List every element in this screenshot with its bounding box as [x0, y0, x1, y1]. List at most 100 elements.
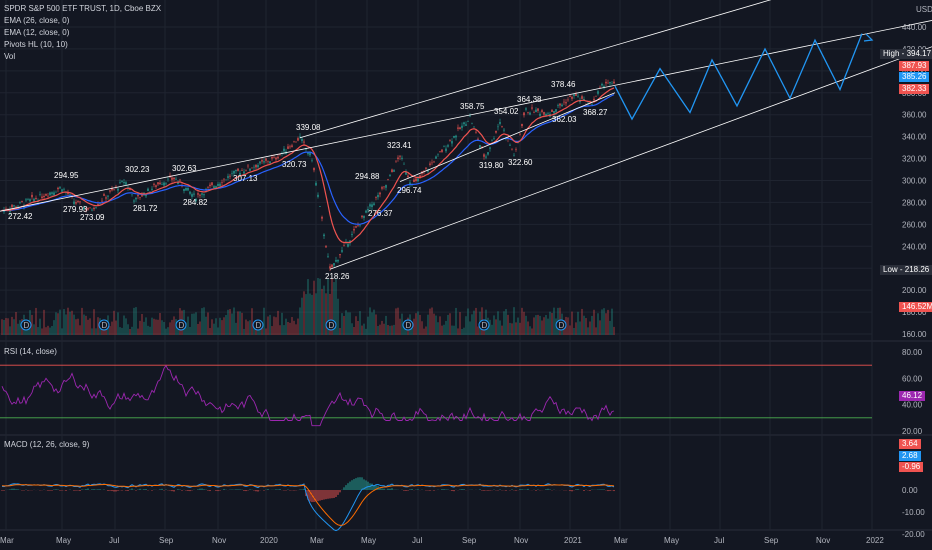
macd-histogram-bar: [275, 489, 277, 490]
volume-bar: [229, 309, 231, 335]
volume-bar: [255, 327, 257, 335]
candle-body: [89, 207, 91, 209]
candle-body: [259, 161, 261, 164]
volume-bar: [423, 328, 425, 335]
volume-bar: [231, 313, 233, 335]
candle-body: [245, 169, 247, 171]
volume-bar: [225, 314, 227, 335]
macd-histogram-bar: [357, 477, 359, 490]
dividend-marker-label: D: [24, 321, 30, 330]
macd-histogram-bar: [9, 489, 11, 490]
candle-body: [237, 168, 239, 171]
macd-histogram-bar: [361, 477, 363, 490]
candle-body: [107, 195, 109, 197]
volume-bar: [341, 313, 343, 335]
dividend-marker-icon: [20, 319, 32, 331]
volume-bar: [91, 328, 93, 335]
volume-bar: [171, 319, 173, 335]
volume-bar: [367, 316, 369, 335]
candle-body: [105, 197, 107, 199]
macd-histogram-bar: [65, 490, 67, 491]
macd-histogram-bar: [583, 490, 585, 491]
volume-bar: [567, 317, 569, 335]
candle-body: [189, 191, 191, 194]
macd-histogram-bar: [407, 490, 409, 491]
rsi-line: [1, 364, 615, 427]
candle-body: [559, 103, 561, 106]
volume-bar: [513, 307, 515, 335]
macd-histogram-bar: [279, 489, 281, 490]
volume-bar: [605, 313, 607, 335]
candle-body: [555, 109, 557, 112]
volume-bar: [361, 325, 363, 335]
candle-body: [451, 141, 453, 144]
macd-histogram-bar: [245, 490, 247, 492]
candle-body: [79, 201, 81, 203]
volume-bar: [71, 310, 73, 335]
volume-bar: [499, 320, 501, 335]
macd-histogram-bar: [97, 489, 99, 490]
macd-histogram-bar: [321, 490, 323, 501]
macd-histogram-bar: [323, 490, 325, 500]
volume-bar: [15, 311, 17, 335]
candle-body: [597, 91, 599, 94]
candle-body: [333, 263, 335, 266]
candle-body: [273, 156, 275, 158]
candle-body: [595, 95, 597, 97]
macd-histogram-bar: [203, 489, 205, 490]
volume-bar: [137, 328, 139, 335]
volume-bar: [401, 313, 403, 335]
candle-body: [477, 138, 479, 140]
macd-histogram-bar: [363, 479, 365, 490]
volume-bar: [289, 322, 291, 335]
volume-bar: [431, 307, 433, 335]
candle-body: [47, 195, 49, 197]
macd-histogram-bar: [329, 490, 331, 499]
volume-bar: [41, 328, 43, 335]
candle-body: [469, 115, 471, 117]
volume-bar: [153, 318, 155, 335]
macd-histogram-bar: [27, 490, 29, 491]
candle-body: [53, 192, 55, 196]
macd-histogram-bar: [85, 489, 87, 490]
candle-body: [165, 183, 167, 185]
candle-body: [461, 125, 463, 128]
candle-body: [251, 167, 253, 169]
candle-body: [91, 209, 93, 211]
volume-bar: [573, 327, 575, 335]
candle-body: [365, 210, 367, 213]
time-tick-label: 2021: [564, 536, 582, 545]
candle-body: [521, 123, 523, 127]
candle-body: [435, 156, 437, 159]
candle-body: [225, 179, 227, 181]
candle-body: [419, 175, 421, 178]
volume-bar: [143, 321, 145, 335]
volume-bar: [223, 317, 225, 335]
macd-histogram-bar: [317, 490, 319, 502]
candle-body: [609, 82, 611, 84]
time-tick-label: Mar: [0, 536, 14, 545]
macd-histogram-bar: [99, 489, 101, 490]
candle-body: [533, 112, 535, 114]
candle-body: [129, 189, 131, 190]
price-tick-label: 440.00: [902, 23, 927, 32]
signal-line: [1, 484, 615, 526]
volume-bar: [577, 311, 579, 335]
candle-body: [309, 152, 311, 156]
volume-bar: [543, 317, 545, 335]
candle-body: [219, 183, 221, 186]
macd-histogram-bar: [73, 490, 75, 491]
candle-body: [233, 170, 235, 174]
candle-body: [241, 170, 243, 171]
volume-bar: [117, 312, 119, 335]
volume-bar: [307, 279, 309, 335]
candle-body: [69, 194, 71, 196]
candle-body: [31, 194, 33, 198]
volume-bar: [403, 326, 405, 335]
price-tag-3: 382.33: [899, 84, 930, 94]
candle-body: [377, 195, 379, 198]
candle-body: [571, 96, 573, 99]
candle-body: [167, 178, 169, 180]
